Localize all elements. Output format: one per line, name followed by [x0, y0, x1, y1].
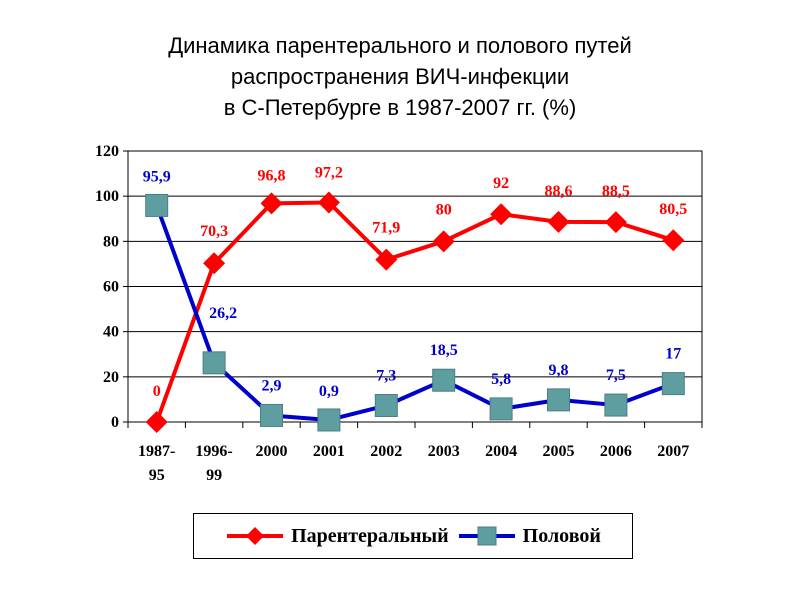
y-tick-label: 60	[103, 279, 119, 296]
parenteral-series-line	[154, 200, 674, 423]
parenteral-point	[375, 248, 398, 271]
x-tick-label: 1987-95	[138, 443, 175, 484]
x-tick-label: 2000	[256, 443, 288, 460]
parenteral-point	[490, 203, 513, 226]
x-tick-label: 2003	[428, 443, 460, 460]
y-tick-label: 20	[103, 369, 119, 386]
x-tick-label: 2005	[543, 443, 575, 460]
x-tick-label: 2006	[600, 443, 632, 460]
parenteral-point	[662, 229, 685, 252]
chart-legend: Парентеральный Половой	[193, 513, 633, 559]
parenteral-point	[604, 211, 627, 234]
legend-parenteral-marker-icon	[227, 527, 284, 545]
chart-title-line-1: Динамика парентерального и полового путе…	[168, 33, 632, 58]
y-tick-label: 120	[95, 143, 119, 160]
sexual-data-label: 2,9	[262, 377, 282, 394]
legend-item-sexual: Половой	[457, 525, 601, 548]
sexual-point	[489, 397, 513, 421]
parenteral-point	[145, 411, 168, 433]
sexual-point	[145, 193, 169, 217]
parenteral-data-label: 80	[436, 201, 452, 218]
legend-item-parenteral: Парентеральный	[225, 525, 449, 548]
parenteral-data-label: 92	[493, 175, 509, 192]
parenteral-point	[260, 192, 283, 215]
sexual-data-label: 17	[665, 346, 681, 363]
x-tick-label: 2001	[313, 443, 345, 460]
sexual-data-label: 18,5	[430, 342, 458, 359]
x-tick-label: 2002	[370, 443, 402, 460]
x-tick-label: 2007	[657, 443, 689, 460]
parenteral-data-label: 96,8	[258, 167, 286, 184]
parenteral-point	[203, 252, 226, 275]
sexual-point	[432, 368, 456, 392]
y-tick-label: 80	[103, 233, 119, 250]
sexual-data-label: 9,8	[549, 362, 569, 379]
sexual-data-label: 7,3	[376, 368, 396, 385]
parenteral-data-label: 80,5	[659, 201, 687, 218]
legend-parenteral-label: Парентеральный	[291, 524, 449, 547]
sexual-point	[547, 388, 570, 412]
parenteral-data-label: 97,2	[315, 164, 343, 181]
legend-sexual-label: Половой	[522, 524, 601, 547]
y-tick-label: 0	[111, 414, 119, 431]
chart-title-line-2: распространения ВИЧ-инфекции	[230, 64, 570, 89]
parenteral-data-label: 88,5	[602, 183, 630, 200]
parenteral-data-label: 71,9	[372, 220, 400, 237]
sexual-point	[260, 403, 283, 427]
parenteral-data-label: 88,6	[545, 183, 573, 200]
sexual-point	[661, 372, 685, 396]
sexual-data-label: 26,2	[209, 305, 237, 322]
parenteral-data-label: 0	[153, 383, 161, 400]
sexual-point	[374, 394, 398, 418]
legend-sexual-marker-icon	[458, 526, 515, 546]
x-tick-label: 1996-99	[195, 443, 232, 484]
parenteral-data-label: 70,3	[200, 223, 228, 240]
sexual-point	[202, 351, 226, 375]
chart-title-line-3: в С-Петербурге в 1987-2007 гг. (%)	[223, 95, 577, 120]
sexual-series-line	[154, 204, 675, 422]
sexual-data-label: 5,8	[491, 371, 511, 388]
sexual-point	[317, 408, 341, 432]
parenteral-point	[547, 210, 570, 233]
sexual-data-label: 7,5	[606, 367, 626, 384]
chart-title: Динамика парентерального и полового путе…	[0, 30, 800, 123]
y-tick-label: 100	[95, 188, 119, 205]
parenteral-point	[432, 230, 455, 253]
x-tick-label: 2004	[485, 443, 517, 460]
y-tick-label: 40	[103, 324, 119, 341]
sexual-data-label: 95,9	[143, 168, 171, 185]
sexual-point	[604, 393, 628, 417]
parenteral-point	[317, 191, 340, 214]
sexual-data-label: 0,9	[319, 383, 339, 400]
